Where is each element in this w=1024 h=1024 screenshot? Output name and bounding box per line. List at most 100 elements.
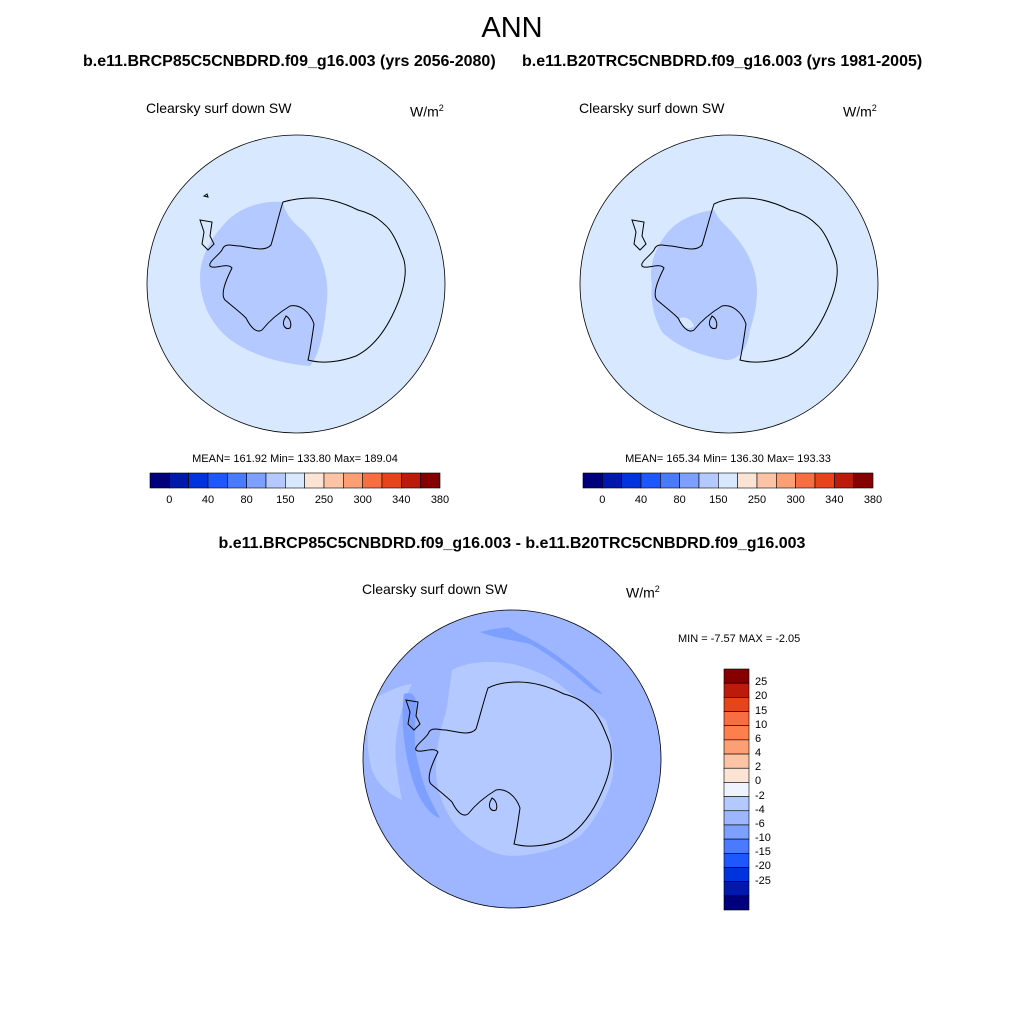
colorbar-swatch [640, 472, 661, 489]
colorbar-swatch [227, 472, 247, 489]
panel-1-map [147, 135, 445, 433]
colorbar-tick-label: 40 [201, 494, 215, 506]
panel-2-stats: MEAN= 165.34 Min= 136.30 Max= 193.33 [625, 453, 831, 465]
colorbar-swatch [343, 472, 363, 489]
coastline [631, 219, 647, 251]
colorbar-tick-label: 20 [755, 690, 768, 703]
colorbar-tick-label: -15 [755, 846, 771, 859]
colorbar-swatch [582, 472, 603, 489]
colorbar-swatch [723, 711, 750, 727]
coastline [641, 197, 838, 363]
colorbar-swatch [723, 810, 750, 826]
map-background [680, 317, 694, 329]
colorbar-tick-label: -10 [755, 832, 771, 845]
colorbar-swatch [679, 472, 700, 489]
diff-map [363, 610, 661, 908]
colorbar-swatch [723, 796, 750, 812]
colorbar-tick-label: 340 [392, 494, 411, 506]
colorbar-tick-label: 40 [634, 494, 648, 506]
colorbar-swatch [756, 472, 777, 489]
contour-region [436, 661, 614, 856]
page-title: ANN [481, 12, 543, 44]
colorbar-tick-label: 150 [709, 494, 728, 506]
colorbar-swatch [737, 472, 758, 489]
colorbar-swatch [795, 472, 816, 489]
colorbar-swatch [265, 472, 286, 489]
colorbar-tick-label: 250 [314, 494, 334, 506]
colorbar-swatch [660, 472, 680, 489]
colorbar-swatch [853, 472, 874, 489]
colorbar-tick-label: 4 [755, 747, 762, 760]
colorbar-tick-label: 80 [240, 494, 253, 506]
contour-region [402, 693, 440, 818]
panel-2-colorbar [582, 472, 874, 489]
colorbar-swatch [723, 739, 750, 755]
colorbar-swatch [834, 472, 854, 489]
diff-case-title: b.e11.BRCP85C5CNBDRD.f09_g16.003 - b.e11… [218, 535, 806, 552]
colorbar-tick-label: -25 [755, 874, 771, 887]
colorbar-swatch [723, 668, 750, 684]
colorbar-swatch [188, 472, 209, 489]
colorbar-swatch [723, 838, 750, 854]
panel-1-variable-label: Clearsky surf down SW [146, 100, 292, 116]
colorbar-swatch [723, 867, 750, 882]
colorbar-tick-label: -6 [755, 817, 765, 830]
colorbar-swatch [285, 472, 305, 489]
colorbar-tick-label: 80 [673, 494, 686, 506]
colorbar-swatch [602, 472, 622, 489]
colorbar-swatch [362, 472, 383, 489]
colorbar-tick-label: 6 [755, 732, 762, 745]
colorbar-tick-label: 10 [755, 718, 768, 731]
colorbar-tick-label: -2 [755, 789, 765, 802]
panel-1-stats: MEAN= 161.92 Min= 133.80 Max= 189.04 [192, 453, 398, 465]
colorbar-swatch [420, 472, 441, 489]
colorbar-swatch [621, 472, 642, 489]
diff-stats: MIN = -7.57 MAX = -2.05 [678, 633, 801, 645]
coastline [489, 797, 498, 811]
panel-2-units: W/m2 [843, 103, 877, 120]
panel-1-case-title: b.e11.BRCP85C5CNBDRD.f09_g16.003 (yrs 20… [83, 53, 496, 70]
coastline [199, 219, 215, 251]
panel-1-units: W/m2 [410, 103, 444, 120]
colorbar-tick-label: -20 [755, 860, 771, 873]
colorbar-tick-label: 0 [166, 494, 173, 506]
coastline [405, 699, 421, 731]
colorbar-swatch [149, 472, 170, 489]
colorbar-swatch [718, 472, 738, 489]
colorbar-swatch [723, 753, 750, 769]
colorbar-swatch [169, 472, 189, 489]
colorbar-swatch [776, 472, 796, 489]
colorbar-tick-label: 150 [276, 494, 295, 506]
colorbar-swatch [723, 881, 750, 897]
colorbar-swatch [723, 782, 750, 797]
colorbar-swatch [723, 824, 750, 840]
colorbar-swatch [723, 895, 750, 911]
colorbar-tick-label: 0 [599, 494, 606, 506]
coastline [283, 315, 292, 329]
diff-variable-label: Clearsky surf down SW [362, 581, 508, 597]
diff-colorbar [723, 668, 750, 911]
panel-2-case-title: b.e11.B20TRC5CNBDRD.f09_g16.003 (yrs 198… [522, 53, 923, 70]
coastline [209, 197, 406, 363]
diff-units: W/m2 [626, 584, 660, 601]
coastline [415, 681, 612, 847]
colorbar-swatch [246, 472, 267, 489]
contour-region [500, 618, 656, 743]
colorbar-tick-label: 380 [430, 494, 450, 506]
colorbar-swatch [304, 472, 325, 489]
contour-region [367, 684, 412, 800]
colorbar-swatch [381, 472, 402, 489]
colorbar-swatch [723, 725, 750, 741]
colorbar-tick-label: 300 [353, 494, 372, 506]
panel-2-map [580, 135, 878, 433]
colorbar-swatch [723, 852, 750, 868]
colorbar-tick-label: 2 [755, 761, 762, 774]
colorbar-swatch [723, 682, 750, 698]
colorbar-tick-label: 300 [786, 494, 805, 506]
coastline [202, 193, 209, 198]
coastline [709, 315, 718, 329]
colorbar-tick-label: 25 [755, 676, 768, 689]
colorbar-tick-label: 0 [755, 775, 762, 788]
colorbar-swatch [723, 767, 750, 783]
